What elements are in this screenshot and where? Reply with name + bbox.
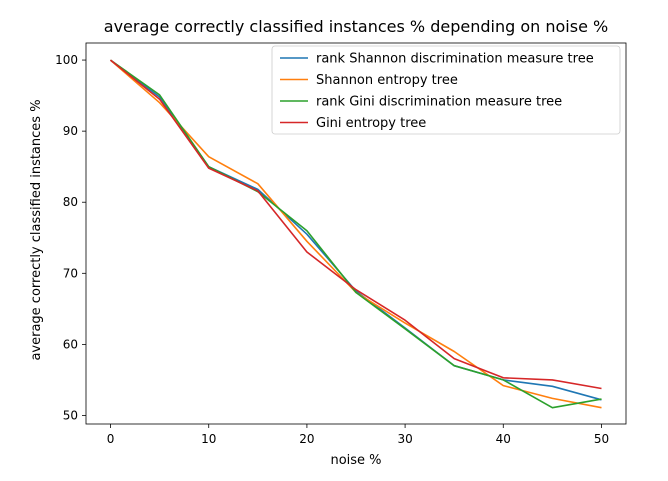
y-tick-label: 80	[63, 195, 78, 209]
x-tick-label: 0	[107, 432, 115, 446]
legend-label: Shannon entropy tree	[316, 73, 458, 88]
series-line-3	[110, 59, 602, 409]
legend: rank Shannon discrimination measure tree…	[271, 45, 621, 135]
chart-title: average correctly classified instances %…	[104, 17, 608, 36]
x-tick-label: 40	[496, 432, 511, 446]
legend-label: rank Gini discrimination measure tree	[316, 95, 562, 110]
y-tick-label: 90	[63, 124, 78, 138]
y-tick-label: 60	[63, 337, 78, 351]
legend-label: rank Shannon discrimination measure tree	[316, 52, 594, 67]
y-axis-ticks: 50 60 70 80 90 100	[55, 53, 86, 422]
series-lines	[109, 59, 602, 409]
legend-box	[271, 45, 621, 135]
x-axis-ticks: 0 10 20 30 40 50	[107, 424, 609, 446]
x-tick-label: 20	[299, 432, 314, 446]
legend-label: Gini entropy tree	[316, 116, 426, 131]
x-tick-label: 30	[397, 432, 412, 446]
x-tick-label: 10	[201, 432, 216, 446]
x-axis-label: noise %	[330, 453, 381, 468]
y-tick-label: 100	[55, 53, 78, 67]
y-axis-label: average correctly classified instances %	[29, 99, 44, 360]
y-tick-label: 50	[63, 408, 78, 422]
plot-border	[85, 42, 627, 425]
x-tick-label: 50	[594, 432, 609, 446]
series-line-4	[110, 59, 602, 390]
y-tick-label: 70	[63, 266, 78, 280]
